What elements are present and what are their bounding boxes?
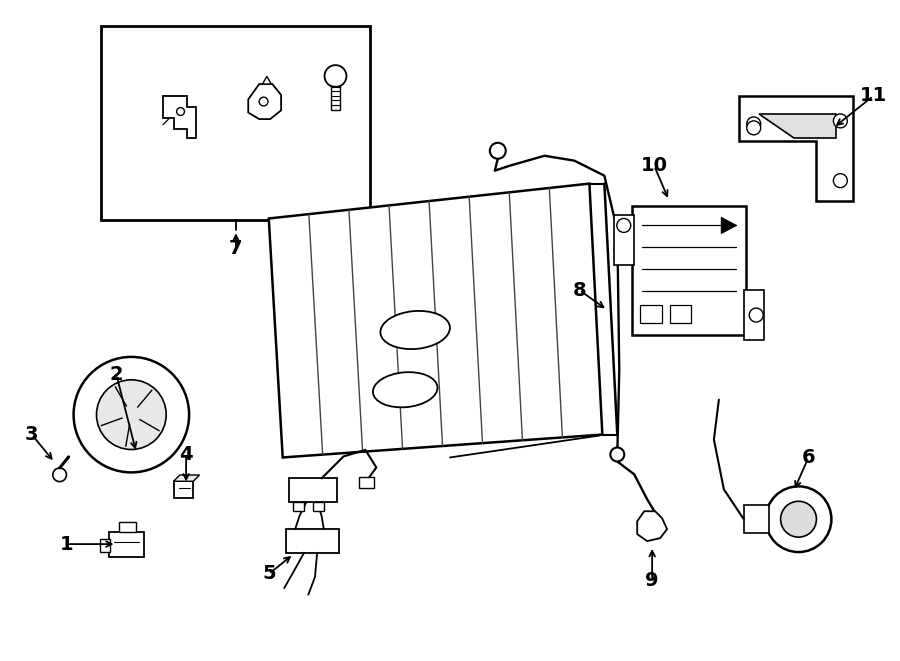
Polygon shape	[759, 114, 836, 137]
Polygon shape	[269, 184, 602, 457]
Bar	[102, 26, 370, 221]
Polygon shape	[174, 475, 200, 481]
Circle shape	[833, 114, 847, 128]
Bar	[359, 477, 374, 488]
Circle shape	[749, 308, 763, 322]
Polygon shape	[637, 511, 667, 541]
Circle shape	[325, 65, 346, 87]
Text: 2: 2	[110, 366, 123, 384]
Circle shape	[176, 108, 184, 116]
Polygon shape	[248, 84, 281, 119]
Text: 7: 7	[230, 239, 243, 258]
Bar	[632, 206, 746, 335]
Circle shape	[747, 117, 760, 131]
Text: 10: 10	[641, 156, 668, 175]
Circle shape	[747, 121, 760, 135]
Bar	[174, 481, 194, 498]
Bar	[313, 502, 324, 511]
Ellipse shape	[381, 311, 450, 349]
Polygon shape	[263, 77, 271, 84]
Polygon shape	[739, 96, 853, 200]
Bar	[744, 290, 764, 340]
Polygon shape	[722, 217, 736, 233]
Text: 1: 1	[59, 535, 74, 554]
Text: 5: 5	[262, 564, 275, 584]
Bar	[100, 539, 110, 551]
Circle shape	[780, 501, 816, 537]
Bar	[743, 505, 769, 533]
Circle shape	[833, 174, 847, 188]
Ellipse shape	[373, 372, 437, 407]
Bar	[119, 522, 136, 532]
Text: 11: 11	[860, 87, 886, 106]
Bar	[670, 305, 691, 323]
Text: 9: 9	[645, 572, 659, 590]
Circle shape	[259, 97, 268, 106]
Polygon shape	[163, 97, 196, 137]
Circle shape	[490, 143, 506, 159]
Bar	[640, 305, 662, 323]
Text: 8: 8	[572, 281, 586, 299]
Bar	[614, 215, 634, 265]
Circle shape	[766, 486, 832, 552]
Bar	[109, 531, 144, 557]
Text: 3: 3	[25, 425, 39, 444]
Bar	[289, 479, 337, 502]
Circle shape	[74, 357, 189, 473]
Bar	[331, 86, 340, 110]
Bar	[286, 529, 339, 553]
Text: 6: 6	[802, 448, 815, 467]
Bar	[293, 502, 304, 511]
Text: 4: 4	[179, 445, 193, 464]
Circle shape	[610, 447, 625, 461]
Circle shape	[96, 380, 166, 449]
Circle shape	[53, 468, 67, 482]
Circle shape	[616, 219, 631, 233]
